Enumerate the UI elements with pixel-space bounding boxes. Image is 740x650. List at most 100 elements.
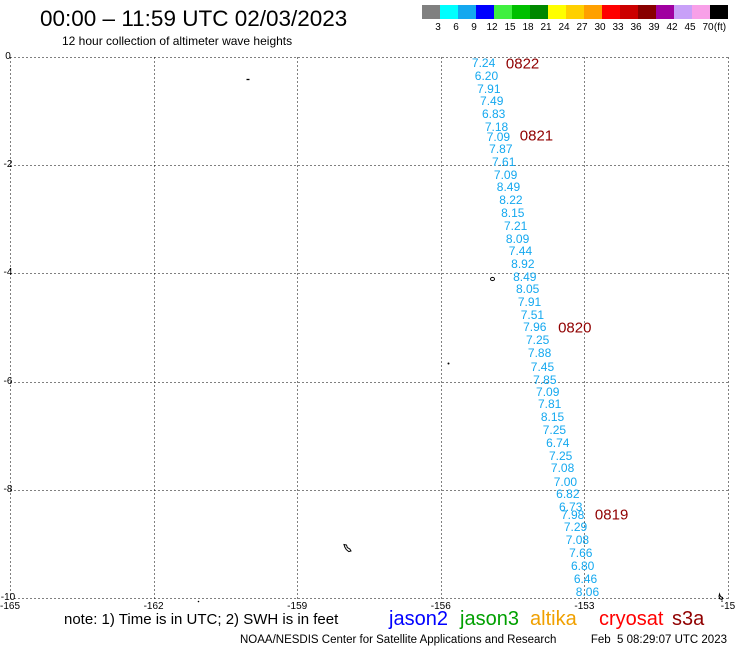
swh-label: 7.09 <box>536 384 560 399</box>
swh-label: 8.06 <box>575 585 600 600</box>
swh-label: 8.15 <box>540 409 565 424</box>
color-swatch <box>620 5 638 19</box>
swh-label: 6.73 <box>559 500 583 515</box>
swh-label: 8.15 <box>501 205 525 220</box>
swh-label: 7.08 <box>565 533 590 548</box>
color-swatch <box>584 5 602 19</box>
color-scale-label: 42 <box>666 22 678 33</box>
color-swatch <box>440 5 458 19</box>
island-outline <box>447 362 450 365</box>
time-label: 0819 <box>594 506 629 524</box>
lon-tick-label: -15 <box>720 601 736 612</box>
legend-jason2: jason2 <box>389 608 448 630</box>
color-swatch <box>602 5 620 19</box>
swh-label: 7.08 <box>550 461 575 476</box>
color-swatch <box>494 5 512 19</box>
swh-label: 7.25 <box>548 449 573 464</box>
lat-tick-label: -2 <box>3 159 13 171</box>
color-scale-label: 33 <box>612 22 624 33</box>
island-outline <box>197 600 200 603</box>
swh-label: 6.83 <box>481 106 506 121</box>
swh-label: 8.05 <box>515 282 540 297</box>
island-group <box>197 78 724 603</box>
color-swatch <box>512 5 530 19</box>
swh-label: 7.21 <box>503 218 528 233</box>
swh-label: 7.25 <box>542 422 567 437</box>
page-subtitle: 12 hour collection of altimeter wave hei… <box>62 34 293 48</box>
swh-label: 7.88 <box>527 345 552 360</box>
swh-label: 8.09 <box>505 231 530 246</box>
color-scale-label: 36 <box>630 22 642 33</box>
swh-label: 6.46 <box>573 572 598 587</box>
lat-tick-label: -10 <box>0 592 16 603</box>
color-scale-swatches <box>422 5 728 19</box>
color-scale-label: 3 <box>435 22 441 33</box>
island-outline <box>718 592 724 602</box>
legend-cryosat: cryosat <box>599 608 664 630</box>
swh-label: 7.25 <box>526 332 550 347</box>
island-outline <box>490 276 495 282</box>
swh-label: 7.45 <box>530 359 555 374</box>
swh-label: 7.44 <box>508 244 533 259</box>
color-scale-label: 21 <box>540 22 552 33</box>
color-swatch <box>692 5 710 19</box>
swh-label: 7.51 <box>520 308 545 323</box>
wave-height-color-scale: (ft) 3 6 9 12 15 18 21 24 27 30 33 36 39 42 45 70 <box>422 5 728 37</box>
lon-tick-label: -153 <box>574 601 595 612</box>
lon-tick-label: -162 <box>143 601 164 612</box>
color-swatch <box>530 5 548 19</box>
color-scale-label: 6 <box>453 22 459 33</box>
swh-label: 7.85 <box>533 372 557 387</box>
color-swatch <box>638 5 656 19</box>
lat-tick-label: -8 <box>3 483 13 495</box>
swh-label: 7.18 <box>484 119 509 134</box>
time-label: 0820 <box>558 319 592 337</box>
lon-tick-label: -165 <box>0 601 21 612</box>
swh-label: 7.87 <box>489 141 513 156</box>
swh-label: 7.09 <box>493 167 518 182</box>
lon-tick-label: -159 <box>287 601 308 612</box>
page-title: 00:00 – 11:59 UTC 02/03/2023 <box>40 6 348 31</box>
color-scale-label: 9 <box>471 22 477 33</box>
swh-label: 7.49 <box>480 93 504 108</box>
island-outline <box>343 543 352 553</box>
swh-label: 7.61 <box>492 154 516 169</box>
color-swatch <box>710 5 728 19</box>
lat-tick-label: 0 <box>5 51 11 62</box>
generated-timestamp: Feb 5 08:29:07 UTC 2023 <box>590 634 727 646</box>
swh-label: 8.92 <box>511 257 535 272</box>
color-swatch <box>458 5 476 19</box>
swh-label: 6.80 <box>570 559 595 574</box>
lon-tick-label: -156 <box>430 601 451 612</box>
color-swatch <box>548 5 566 19</box>
color-scale-label: 24 <box>558 22 570 33</box>
color-scale-label: 30 <box>594 22 606 33</box>
color-scale-label: 12 <box>486 22 498 33</box>
swh-label: 7.66 <box>569 546 593 561</box>
color-swatch <box>476 5 494 19</box>
swh-label: 6.82 <box>556 487 580 502</box>
swh-label: 8.49 <box>496 179 521 194</box>
legend-s3a: s3a <box>672 608 705 630</box>
scale-unit-label: (ft) <box>713 22 727 33</box>
color-scale-label: 45 <box>684 22 696 33</box>
color-scale-label: 15 <box>504 22 516 33</box>
swh-label: 7.98 <box>560 508 585 523</box>
swh-label: 8.22 <box>499 192 523 207</box>
time-label: 0822 <box>505 55 540 73</box>
time-label: 0821 <box>519 127 554 145</box>
credit-line: NOAA/NESDIS Center for Satellite Applica… <box>240 634 557 646</box>
legend-jason3: jason3 <box>460 608 519 630</box>
swh-label: 8.49 <box>513 270 537 285</box>
swh-label: 7.96 <box>523 319 547 334</box>
swh-label: 7.24 <box>471 55 496 70</box>
altimeter-map: 0 -2 -4 -6 -8 -10 -165 -162 -159 -156 -153 -15 7.24 6… <box>0 51 736 612</box>
lat-tick-label: -4 <box>3 267 13 279</box>
color-scale-label: 27 <box>576 22 588 33</box>
swh-label: 6.74 <box>546 435 570 450</box>
map-grid-and-coastline <box>10 57 729 603</box>
color-swatch <box>422 5 440 19</box>
lat-tick-label: -6 <box>3 375 13 387</box>
legend-altika: altika <box>530 608 577 630</box>
color-scale-label: 70 <box>702 22 714 33</box>
